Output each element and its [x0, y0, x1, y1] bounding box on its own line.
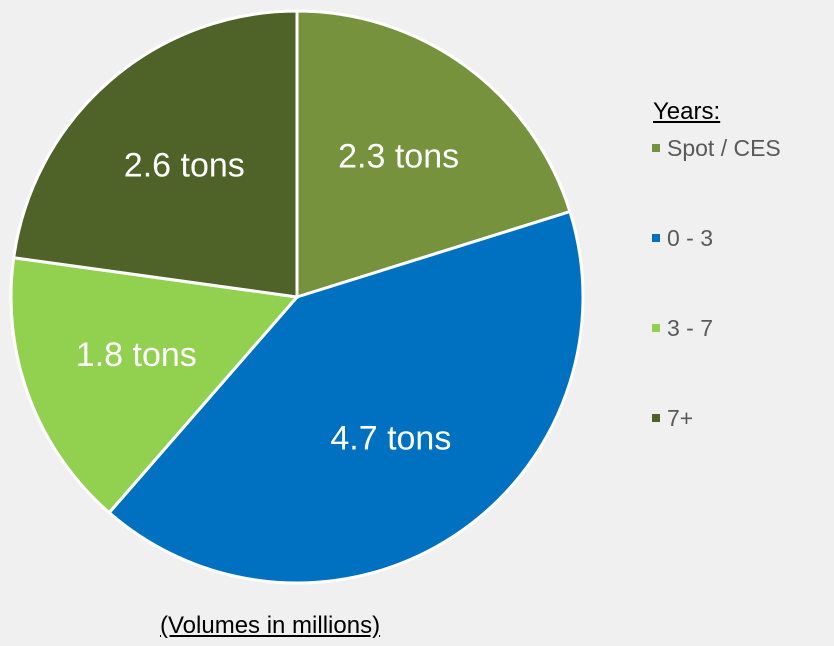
- data-label-3-7: 1.8 tons: [76, 336, 197, 374]
- legend-item-3-7: 3 - 7: [652, 314, 834, 341]
- legend-swatch-spot-ces: [652, 144, 660, 152]
- data-label-spot-ces: 2.3 tons: [338, 138, 459, 176]
- legend-label-3-7: 3 - 7: [667, 314, 714, 341]
- data-label-0-3: 4.7 tons: [330, 420, 451, 458]
- pie-slice-0-3: [107, 209, 585, 585]
- legend-swatch-0-3: [652, 234, 660, 242]
- legend-item-7-plus: 7+: [652, 404, 834, 431]
- legend-label-0-3: 0 - 3: [667, 224, 714, 251]
- pie-slice-spot-ces: [295, 9, 572, 300]
- legend-item-spot-ces: Spot / CES: [652, 134, 834, 161]
- legend-swatch-7-plus: [652, 414, 660, 422]
- pie-slice-3-7: [9, 256, 300, 515]
- pie-chart: 2.3 tons 4.7 tons 1.8 tons 2.6 tons: [9, 9, 585, 585]
- legend-label-7-plus: 7+: [667, 404, 694, 431]
- data-label-7-plus: 2.6 tons: [124, 147, 245, 185]
- footnote: (Volumes in millions): [160, 612, 381, 639]
- legend-title: Years:: [653, 98, 721, 125]
- pie-slice-7-plus: [12, 9, 299, 299]
- legend-swatch-3-7: [652, 324, 660, 332]
- legend-item-0-3: 0 - 3: [652, 224, 834, 251]
- legend: Years: Spot / CES 0 - 3 3 - 7 7+: [652, 98, 834, 496]
- legend-label-spot-ces: Spot / CES: [667, 134, 781, 161]
